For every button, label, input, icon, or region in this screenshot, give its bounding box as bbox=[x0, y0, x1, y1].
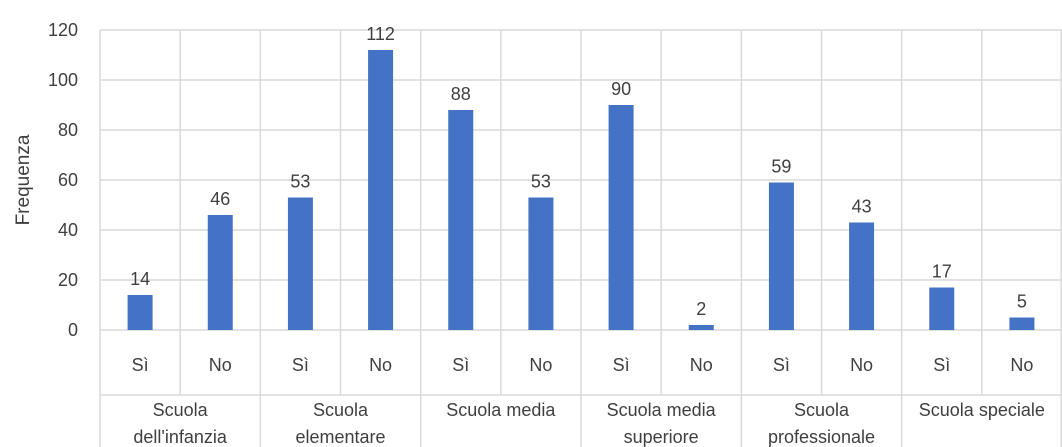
y-tick-label: 80 bbox=[58, 120, 78, 140]
bar-0-1 bbox=[207, 215, 233, 330]
data-label: 112 bbox=[366, 24, 395, 44]
data-labels: 14 46 53 112 88 53 90 2 59 43 17 5 bbox=[130, 24, 1027, 319]
y-tick-label: 0 bbox=[68, 320, 78, 340]
data-label: 88 bbox=[451, 84, 471, 104]
y-tick-label: 100 bbox=[48, 70, 78, 90]
category-label: No bbox=[1010, 355, 1033, 375]
group-label: Scuola bbox=[153, 400, 209, 420]
bar-2-0 bbox=[448, 110, 474, 330]
bar-5-0 bbox=[929, 287, 955, 330]
category-label: Sì bbox=[933, 355, 950, 375]
y-axis: 0 20 40 60 80 100 120 bbox=[48, 20, 78, 340]
bars bbox=[127, 50, 1035, 330]
y-tick-label: 60 bbox=[58, 170, 78, 190]
y-axis-title: Frequenza bbox=[13, 134, 34, 225]
category-label: No bbox=[209, 355, 232, 375]
group-label: Scuola bbox=[313, 400, 369, 420]
data-label: 2 bbox=[696, 299, 706, 319]
bar-1-1 bbox=[368, 50, 394, 330]
category-label: Sì bbox=[452, 355, 469, 375]
group-label: elementare bbox=[295, 427, 385, 447]
data-label: 53 bbox=[531, 172, 551, 192]
category-label: No bbox=[529, 355, 552, 375]
category-label: Sì bbox=[613, 355, 630, 375]
bar-0-0 bbox=[127, 295, 153, 330]
data-label: 14 bbox=[130, 269, 150, 289]
data-label: 43 bbox=[852, 197, 872, 217]
y-tick-label: 20 bbox=[58, 270, 78, 290]
bar-4-1 bbox=[849, 222, 875, 330]
y-tick-label: 120 bbox=[48, 20, 78, 40]
group-label: professionale bbox=[768, 427, 875, 447]
category-label: Sì bbox=[773, 355, 790, 375]
group-label: Scuola media bbox=[446, 400, 556, 420]
bar-3-1 bbox=[688, 325, 714, 330]
x-axis: Sì No Scuola dell'infanzia Sì No Scuola element… bbox=[132, 355, 1045, 447]
bar-3-0 bbox=[608, 105, 634, 330]
data-label: 5 bbox=[1017, 292, 1027, 312]
y-tick-label: 40 bbox=[58, 220, 78, 240]
bar-1-0 bbox=[287, 197, 313, 330]
category-label: No bbox=[850, 355, 873, 375]
gridlines bbox=[99, 29, 1062, 447]
bar-2-1 bbox=[528, 197, 554, 330]
category-label: Sì bbox=[132, 355, 149, 375]
category-label: Sì bbox=[292, 355, 309, 375]
category-label: No bbox=[690, 355, 713, 375]
group-label: Scuola media bbox=[607, 400, 717, 420]
data-label: 53 bbox=[290, 172, 310, 192]
bar-4-0 bbox=[768, 182, 794, 330]
category-label: No bbox=[369, 355, 392, 375]
data-label: 17 bbox=[932, 262, 952, 282]
bar-5-1 bbox=[1009, 317, 1035, 330]
group-label: Scuola speciale bbox=[919, 400, 1045, 420]
group-label: dell'infanzia bbox=[133, 427, 227, 447]
group-label: superiore bbox=[624, 427, 699, 447]
data-label: 46 bbox=[210, 189, 230, 209]
data-label: 90 bbox=[611, 79, 631, 99]
group-label: Scuola bbox=[794, 400, 850, 420]
data-label: 59 bbox=[771, 157, 791, 177]
